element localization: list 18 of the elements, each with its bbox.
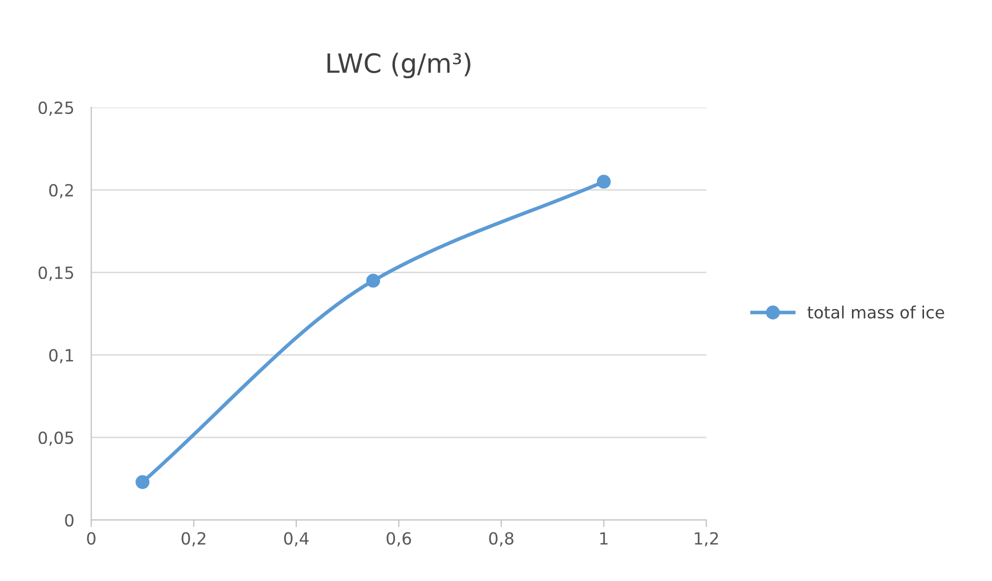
y-tick-label: 0 — [65, 514, 74, 527]
x-tick-label: 0,2 — [182, 532, 206, 546]
x-tick-label: 0 — [87, 532, 96, 545]
point — [596, 174, 611, 189]
y-tick-label: 0,25 — [38, 101, 74, 116]
point — [366, 274, 380, 288]
y-tick-label: 0,2 — [49, 184, 73, 198]
x-tick-label: 1 — [600, 532, 608, 544]
y-tick-label: 0,05 — [38, 431, 74, 446]
point — [136, 475, 150, 489]
x-tick-label: 0,4 — [284, 532, 309, 546]
x-tick-label: 0,6 — [386, 532, 411, 546]
x-tick-label: 0,8 — [489, 532, 514, 546]
legend-label: total mass of ice — [808, 306, 944, 319]
chart-title: LWC (g/m³) — [328, 52, 470, 78]
y-tick-label: 0,15 — [38, 266, 74, 281]
y-tick-label: 0,1 — [49, 348, 74, 364]
x-tick-label: 1,2 — [694, 532, 718, 546]
